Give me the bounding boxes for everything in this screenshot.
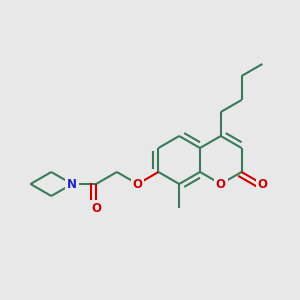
Text: O: O [91,202,101,214]
Text: N: N [67,178,77,190]
Text: O: O [257,178,267,190]
Text: O: O [133,178,142,190]
Text: O: O [216,178,226,190]
